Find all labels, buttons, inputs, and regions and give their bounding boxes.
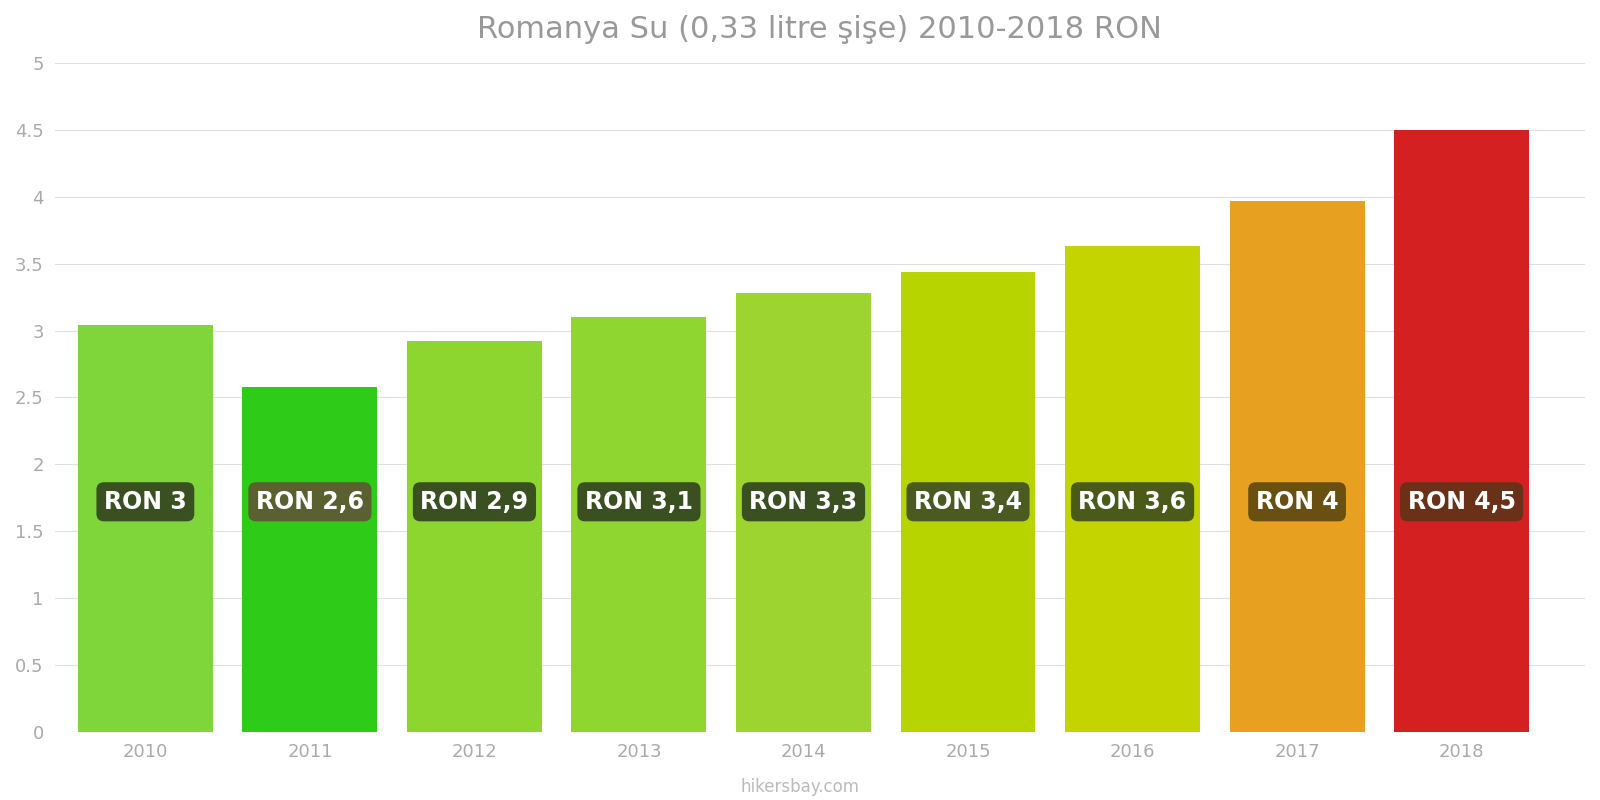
Bar — [571, 317, 707, 732]
Bar — [1394, 130, 1530, 732]
Text: RON 3,4: RON 3,4 — [914, 490, 1022, 514]
Bar — [78, 326, 213, 732]
Bar — [406, 342, 542, 732]
Text: hikersbay.com: hikersbay.com — [741, 778, 859, 796]
Bar — [1066, 246, 1200, 732]
Bar — [901, 272, 1035, 732]
Text: RON 3,3: RON 3,3 — [749, 490, 858, 514]
Bar — [736, 293, 870, 732]
Text: RON 3: RON 3 — [104, 490, 187, 514]
Text: RON 2,9: RON 2,9 — [421, 490, 528, 514]
Text: RON 4,5: RON 4,5 — [1408, 490, 1515, 514]
Text: RON 2,6: RON 2,6 — [256, 490, 363, 514]
Bar — [243, 386, 378, 732]
Text: RON 3,1: RON 3,1 — [586, 490, 693, 514]
Bar — [1230, 201, 1365, 732]
Text: RON 3,6: RON 3,6 — [1078, 490, 1187, 514]
Text: RON 4: RON 4 — [1256, 490, 1338, 514]
Title: Romanya Su (0,33 litre şişe) 2010-2018 RON: Romanya Su (0,33 litre şişe) 2010-2018 R… — [477, 15, 1162, 44]
